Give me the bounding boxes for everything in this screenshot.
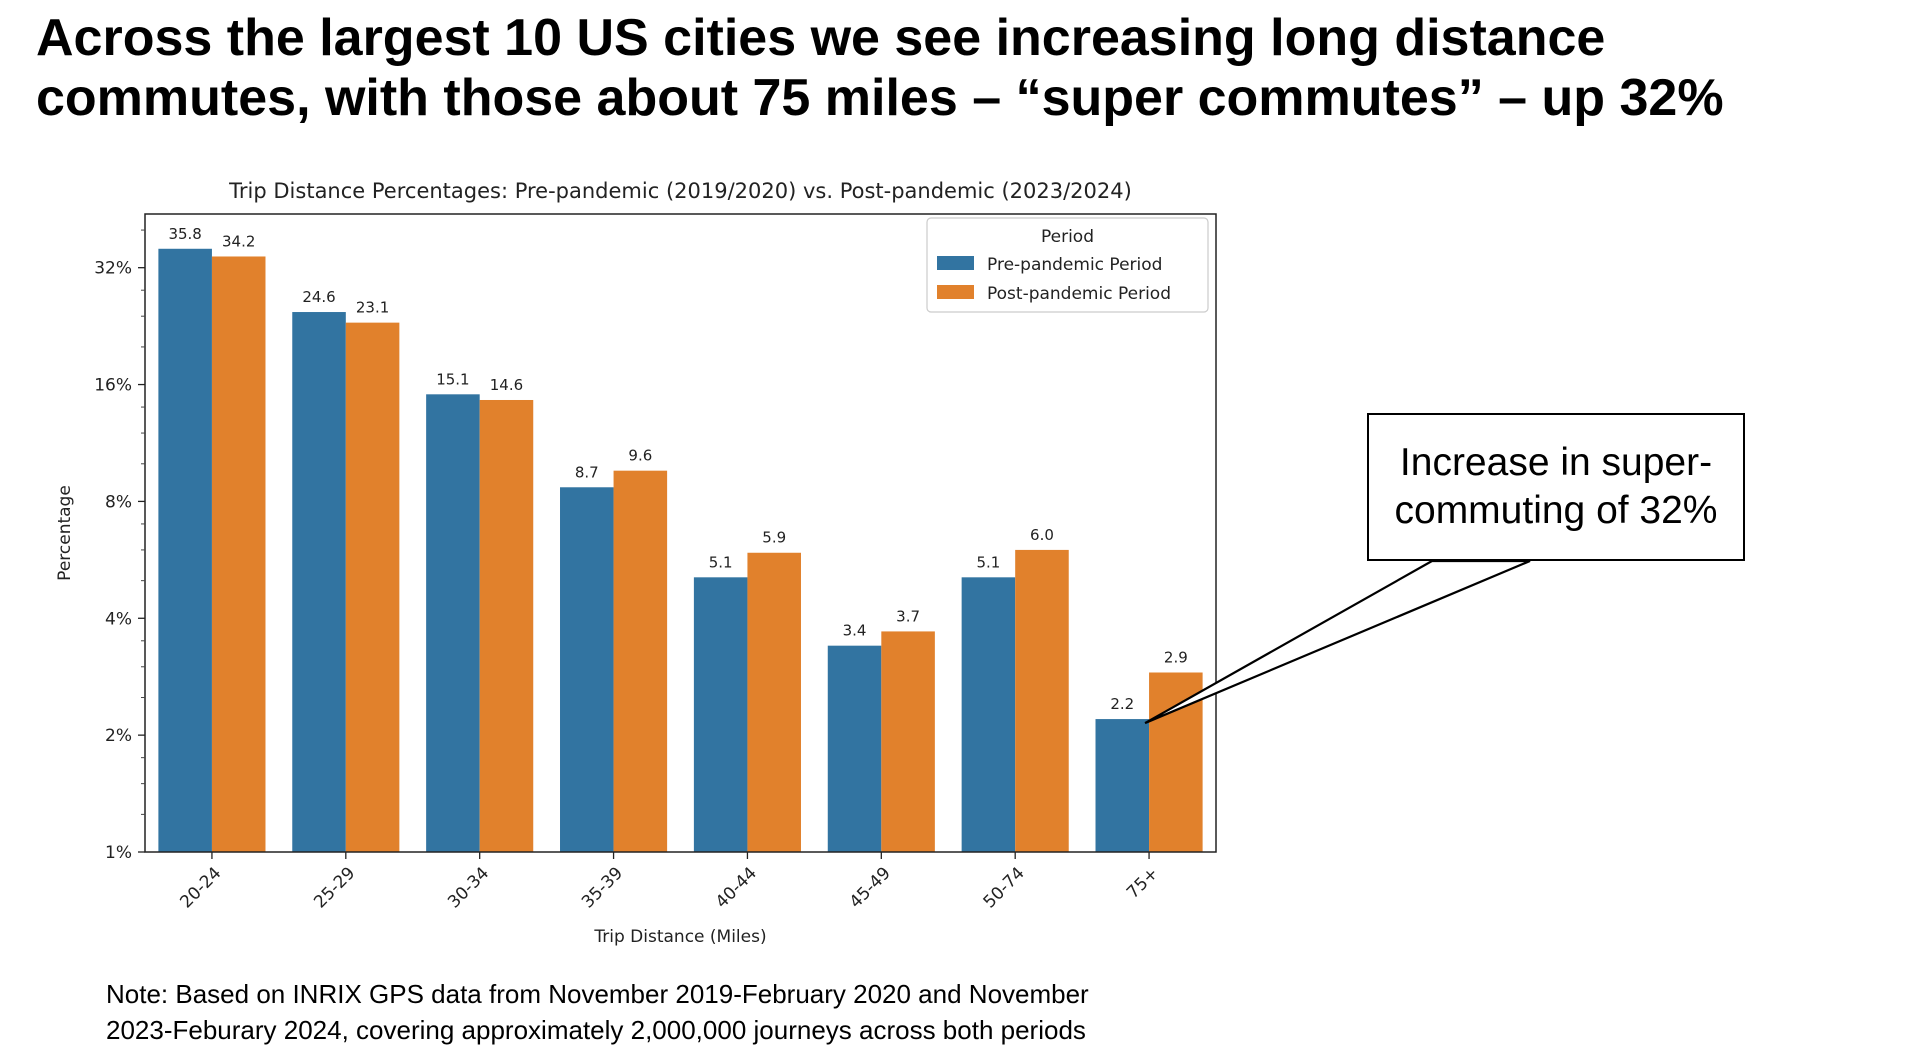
bar-pre-35-39 bbox=[560, 487, 614, 852]
bar-label-post-25-29: 23.1 bbox=[356, 299, 389, 317]
bar-post-25-29 bbox=[345, 322, 400, 853]
bar-pre-50-74 bbox=[961, 577, 1016, 852]
bar-pre-25-29 bbox=[292, 312, 346, 852]
y-tick-label-1: 1% bbox=[105, 843, 132, 863]
x-tick-label-35-39: 35-39 bbox=[578, 863, 627, 912]
x-tick-label-50-74: 50-74 bbox=[980, 863, 1029, 912]
bar-label-pre-40-44: 5.1 bbox=[709, 553, 733, 571]
bar-post-50-74 bbox=[1015, 549, 1069, 852]
bar-post-20-24 bbox=[211, 256, 266, 852]
x-tick-label-25-29: 25-29 bbox=[310, 863, 359, 912]
legend-label-post: Post-pandemic Period bbox=[987, 284, 1171, 304]
footnote: Note: Based on INRIX GPS data from Novem… bbox=[106, 976, 1306, 1048]
bar-label-pre-30-34: 15.1 bbox=[436, 370, 469, 388]
x-tick-label-75+: 75+ bbox=[1123, 863, 1163, 903]
bar-post-30-34 bbox=[479, 399, 534, 852]
bar-label-post-50-74: 6.0 bbox=[1030, 526, 1054, 544]
bar-label-pre-45-49: 3.4 bbox=[843, 622, 867, 640]
bar-post-45-49 bbox=[881, 631, 935, 852]
bar-label-pre-35-39: 8.7 bbox=[575, 463, 599, 481]
bar-label-post-45-49: 3.7 bbox=[896, 607, 920, 625]
bar-pre-40-44 bbox=[693, 577, 748, 852]
bar-pre-75+ bbox=[1095, 719, 1150, 852]
x-tick-label-45-49: 45-49 bbox=[846, 863, 895, 912]
headline-line-2: commutes, with those about 75 miles – “s… bbox=[36, 69, 1724, 127]
slide-headline: Across the largest 10 US cities we see i… bbox=[36, 8, 1896, 128]
bar-label-post-35-39: 9.6 bbox=[628, 447, 652, 465]
y-tick-label-4: 4% bbox=[105, 609, 132, 629]
x-tick-label-20-24: 20-24 bbox=[176, 863, 225, 912]
legend-label-pre: Pre-pandemic Period bbox=[987, 255, 1162, 275]
y-axis-label: Percentage bbox=[55, 485, 75, 581]
y-tick-label-8: 8% bbox=[105, 492, 132, 512]
bar-label-pre-75+: 2.2 bbox=[1110, 695, 1134, 713]
callout-pointer bbox=[1144, 559, 1531, 725]
bar-label-post-40-44: 5.9 bbox=[762, 529, 786, 547]
bar-pre-45-49 bbox=[827, 645, 882, 852]
bar-post-40-44 bbox=[747, 552, 801, 852]
bar-label-post-20-24: 34.2 bbox=[222, 232, 255, 250]
callout-box: Increase in super- commuting of 32% bbox=[1367, 413, 1745, 561]
bar-pre-30-34 bbox=[426, 394, 480, 852]
footnote-line-2: 2023-Feburary 2024, covering approximate… bbox=[106, 1015, 1086, 1045]
bar-post-35-39 bbox=[613, 470, 668, 852]
x-axis-label: Trip Distance (Miles) bbox=[593, 927, 766, 947]
bar-pre-20-24 bbox=[158, 248, 212, 852]
y-tick-label-16: 16% bbox=[94, 376, 132, 396]
footnote-line-1: Note: Based on INRIX GPS data from Novem… bbox=[106, 979, 1089, 1009]
legend-title: Period bbox=[1041, 227, 1094, 247]
chart-title: Trip Distance Percentages: Pre-pandemic … bbox=[228, 179, 1132, 203]
bar-label-post-75+: 2.9 bbox=[1164, 648, 1188, 666]
callout-line-1: Increase in super- bbox=[1399, 441, 1713, 484]
bar-label-pre-25-29: 24.6 bbox=[302, 288, 335, 306]
headline-line-1: Across the largest 10 US cities we see i… bbox=[36, 9, 1606, 67]
y-tick-label-32: 32% bbox=[94, 259, 132, 279]
legend-box bbox=[926, 217, 1209, 313]
plot-frame bbox=[144, 213, 1217, 853]
legend-swatch-pre bbox=[937, 256, 974, 270]
bar-label-pre-50-74: 5.1 bbox=[976, 553, 1000, 571]
bar-label-post-30-34: 14.6 bbox=[490, 376, 523, 394]
y-tick-label-2: 2% bbox=[105, 726, 132, 746]
callout-line-2: commuting of 32% bbox=[1394, 489, 1718, 532]
x-tick-label-30-34: 30-34 bbox=[444, 863, 493, 912]
legend-swatch-post bbox=[937, 285, 974, 299]
bar-label-pre-20-24: 35.8 bbox=[168, 225, 201, 243]
x-tick-label-40-44: 40-44 bbox=[712, 863, 761, 912]
